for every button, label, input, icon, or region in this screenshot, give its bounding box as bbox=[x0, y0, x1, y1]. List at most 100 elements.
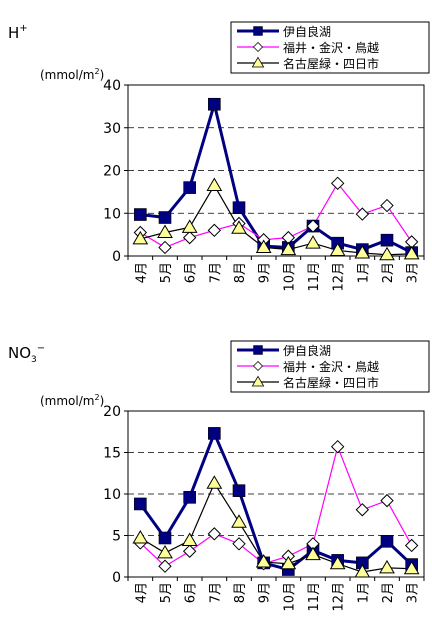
legend-swatch-marker-group bbox=[253, 26, 263, 36]
data-point bbox=[206, 475, 223, 489]
x-tick-label: 6月 bbox=[184, 262, 199, 283]
data-point bbox=[181, 532, 198, 546]
data-point bbox=[355, 207, 370, 221]
data-point bbox=[232, 201, 246, 214]
data-point bbox=[182, 230, 197, 245]
data-point bbox=[305, 235, 321, 249]
data-point bbox=[255, 554, 272, 568]
data-point bbox=[158, 240, 172, 255]
data-point bbox=[305, 546, 321, 561]
legend-swatch-marker bbox=[252, 360, 264, 372]
data-point bbox=[181, 219, 198, 233]
plot-area bbox=[127, 410, 425, 578]
data-point bbox=[330, 176, 345, 191]
data-point bbox=[255, 239, 272, 253]
legend-label: 伊自良湖 bbox=[283, 343, 331, 358]
x-tick-label: 3月 bbox=[406, 582, 421, 603]
x-tick-label: 12月 bbox=[332, 262, 347, 292]
legend-label: 福井・金沢・鳥越 bbox=[283, 359, 379, 374]
legend-swatch-marker bbox=[252, 41, 264, 53]
legend-swatch-marker bbox=[253, 345, 263, 355]
chart-title: H+ bbox=[8, 23, 28, 42]
data-point bbox=[354, 564, 371, 578]
legend-swatch-marker-group bbox=[251, 56, 265, 68]
legend-swatch-marker bbox=[251, 375, 265, 387]
y-axis-unit-label: (mmol/m2) bbox=[40, 67, 104, 82]
legend-swatch-marker-group bbox=[252, 41, 264, 53]
x-tick-label: 5月 bbox=[159, 262, 174, 283]
data-point bbox=[132, 230, 149, 245]
data-point bbox=[132, 529, 149, 544]
legend-swatch-marker-group bbox=[253, 345, 263, 355]
data-point bbox=[379, 246, 395, 261]
y-tick-label: 20 bbox=[103, 164, 121, 180]
y-tick-label: 5 bbox=[112, 529, 121, 545]
data-point bbox=[231, 220, 247, 234]
legend-label: 名古屋緑・四日市 bbox=[283, 375, 379, 390]
y-tick-label: 10 bbox=[103, 206, 121, 222]
data-point bbox=[158, 211, 172, 224]
x-tick-label: 2月 bbox=[381, 582, 396, 603]
data-point bbox=[232, 484, 246, 497]
data-point bbox=[207, 223, 222, 238]
x-tick-label: 11月 bbox=[307, 582, 322, 612]
y-tick-label: 40 bbox=[103, 78, 121, 94]
data-point bbox=[403, 245, 420, 260]
data-point bbox=[380, 493, 394, 508]
x-tick-label: 9月 bbox=[258, 262, 273, 283]
chart-2: NO3− (mmol/m2) 0 5 10 15 20 4月 5月 6月 7月 8月 9月 10月 11月 1… bbox=[8, 340, 430, 612]
data-point bbox=[404, 538, 419, 553]
x-tick-label: 5月 bbox=[159, 582, 174, 603]
data-point bbox=[157, 544, 173, 559]
x-tick-label: 4月 bbox=[134, 582, 149, 603]
data-point bbox=[329, 555, 346, 570]
legend-swatch-marker bbox=[251, 56, 265, 68]
chart-title: NO3− bbox=[8, 343, 45, 365]
data-point bbox=[379, 559, 395, 574]
x-tick-label: 10月 bbox=[282, 582, 297, 612]
data-point bbox=[182, 544, 197, 558]
x-tick-label: 12月 bbox=[332, 582, 347, 612]
data-point bbox=[280, 241, 297, 256]
y-tick-label: 30 bbox=[103, 121, 121, 137]
y-tick-label: 10 bbox=[103, 487, 121, 503]
data-point bbox=[158, 531, 172, 545]
data-point bbox=[329, 242, 346, 256]
data-point bbox=[158, 559, 172, 573]
x-tick-label: 2月 bbox=[381, 262, 396, 283]
data-point bbox=[280, 555, 297, 570]
y-axis-unit-label: (mmol/m2) bbox=[40, 393, 104, 408]
data-point bbox=[183, 491, 196, 504]
data-point bbox=[183, 181, 196, 194]
legend-swatch-marker bbox=[253, 26, 263, 36]
x-tick-label: 7月 bbox=[208, 582, 223, 603]
data-point bbox=[206, 177, 223, 191]
y-tick-label: 0 bbox=[112, 249, 121, 265]
y-tick-label: 15 bbox=[103, 446, 121, 462]
y-tick-label: 0 bbox=[112, 570, 121, 586]
x-tick-label: 8月 bbox=[233, 262, 248, 283]
x-tick-label: 3月 bbox=[406, 262, 421, 283]
x-tick-label: 8月 bbox=[233, 582, 248, 603]
plot-area bbox=[127, 84, 425, 257]
legend-label: 伊自良湖 bbox=[283, 24, 331, 39]
data-point bbox=[380, 198, 394, 213]
legend-label: 福井・金沢・鳥越 bbox=[283, 40, 379, 55]
x-tick-label: 11月 bbox=[307, 262, 322, 292]
data-point bbox=[208, 427, 221, 440]
x-tick-label: 9月 bbox=[258, 582, 273, 603]
data-point bbox=[208, 97, 221, 111]
data-point bbox=[134, 497, 147, 511]
x-tick-label: 7月 bbox=[208, 262, 223, 283]
data-point bbox=[134, 208, 147, 221]
legend-swatch-marker-group bbox=[251, 375, 265, 387]
data-point bbox=[330, 439, 345, 454]
data-point bbox=[207, 527, 222, 541]
x-tick-label: 6月 bbox=[184, 582, 199, 603]
data-point bbox=[231, 514, 247, 528]
x-tick-label: 10月 bbox=[282, 262, 297, 292]
chart-1: H+ (mmol/m2) 0 10 20 30 40 4月 5月 6月 7月 8月 9月 10月 11月 12… bbox=[8, 21, 430, 292]
data-point bbox=[354, 245, 371, 259]
